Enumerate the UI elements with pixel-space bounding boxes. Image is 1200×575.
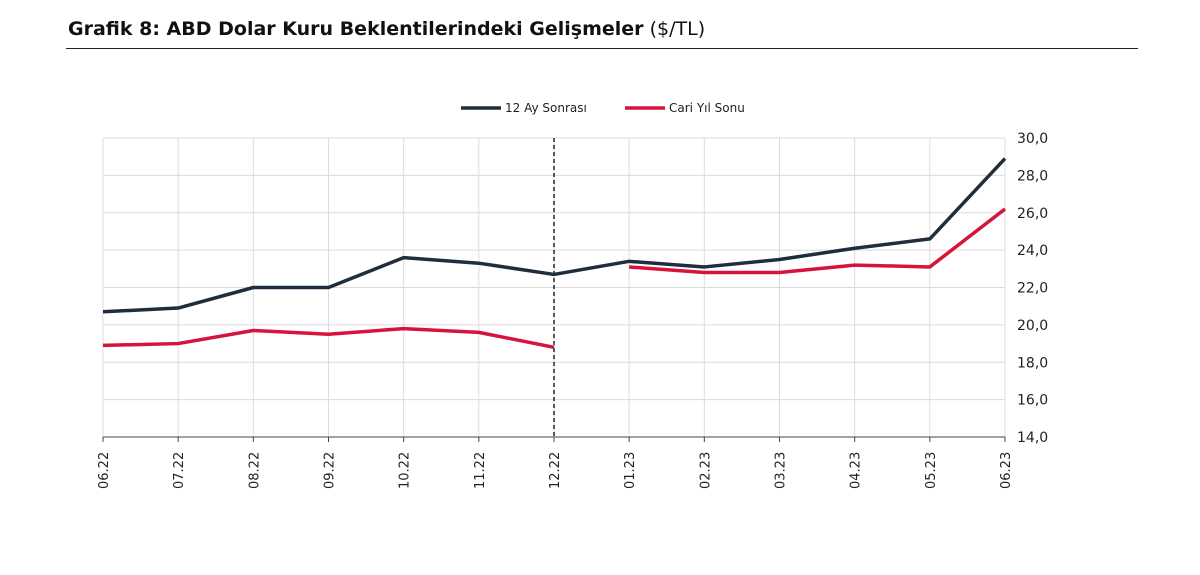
x-tick-label: 05.23 <box>924 452 939 489</box>
x-tick-label: 07.22 <box>172 452 187 489</box>
y-tick-label: 18,0 <box>1017 355 1048 371</box>
x-tick-label: 08.22 <box>247 452 262 489</box>
y-tick-label: 22,0 <box>1017 281 1048 297</box>
legend-label: 12 Ay Sonrası <box>505 101 587 115</box>
x-tick-label: 06.23 <box>999 452 1014 489</box>
y-tick-label: 16,0 <box>1017 393 1048 409</box>
title-divider <box>66 48 1138 49</box>
x-tick-label: 06.22 <box>97 452 112 489</box>
legend-label: Cari Yıl Sonu <box>669 101 745 115</box>
x-tick-label: 02.23 <box>698 452 713 489</box>
y-tick-label: 14,0 <box>1017 430 1048 446</box>
y-tick-label: 20,0 <box>1017 318 1048 334</box>
series-line-cari-yil-sonu <box>629 207 1007 275</box>
series-line-12-ay-sonrasi <box>102 157 1007 314</box>
x-tick-label: 10.22 <box>398 452 413 489</box>
x-tick-label: 04.23 <box>849 452 864 489</box>
x-tick-label: 12.22 <box>548 452 563 489</box>
chart-title-main: Grafik 8: ABD Dolar Kuru Beklentilerinde… <box>68 18 644 40</box>
x-tick-label: 01.23 <box>623 452 638 489</box>
x-tick-label: 09.22 <box>323 452 338 489</box>
y-tick-label: 24,0 <box>1017 243 1048 259</box>
series-line-cari-yil-sonu <box>102 326 555 350</box>
chart-title-unit: ($/TL) <box>643 18 706 40</box>
x-tick-label: 03.23 <box>774 452 789 489</box>
chart-title: Grafik 8: ABD Dolar Kuru Beklentilerinde… <box>68 18 705 40</box>
y-tick-label: 28,0 <box>1017 168 1048 184</box>
x-tick-label: 11.22 <box>473 452 488 489</box>
y-tick-label: 26,0 <box>1017 206 1048 222</box>
y-tick-label: 30,0 <box>1017 131 1048 147</box>
